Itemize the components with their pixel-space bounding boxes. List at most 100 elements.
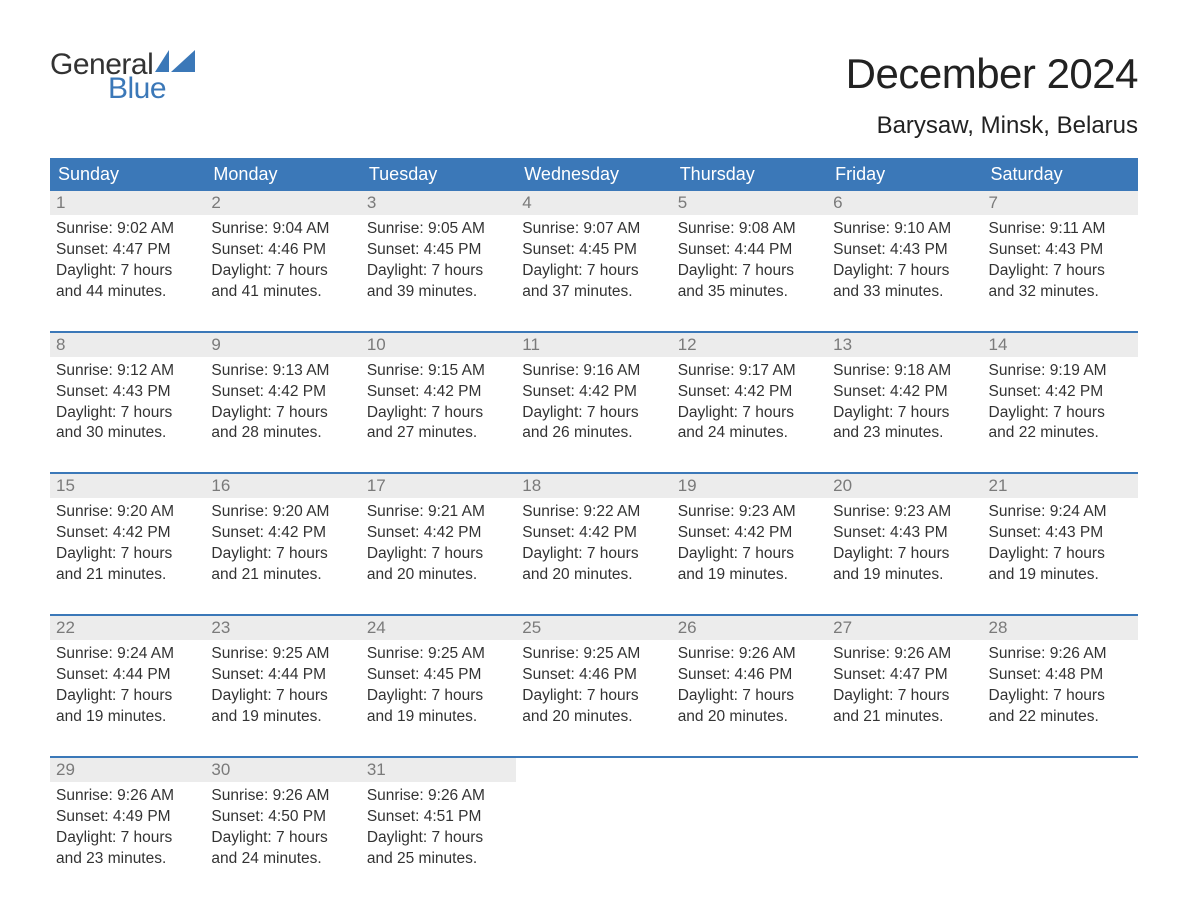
daylight-line: Daylight: 7 hours and 19 minutes. [367, 686, 510, 728]
calendar-cell: 29Sunrise: 9:26 AMSunset: 4:49 PMDayligh… [50, 758, 205, 870]
day-number: 19 [672, 474, 827, 498]
calendar-cell: 19Sunrise: 9:23 AMSunset: 4:42 PMDayligh… [672, 474, 827, 586]
calendar-cell: 27Sunrise: 9:26 AMSunset: 4:47 PMDayligh… [827, 616, 982, 728]
brand-word-blue: Blue [108, 74, 195, 104]
sunset-line: Sunset: 4:42 PM [989, 382, 1132, 403]
calendar-cell: 2Sunrise: 9:04 AMSunset: 4:46 PMDaylight… [205, 191, 360, 303]
sunset-line: Sunset: 4:42 PM [522, 523, 665, 544]
day-body: Sunrise: 9:26 AMSunset: 4:50 PMDaylight:… [205, 782, 360, 870]
calendar-week: 22Sunrise: 9:24 AMSunset: 4:44 PMDayligh… [50, 614, 1138, 728]
sunrise-line: Sunrise: 9:26 AM [56, 786, 199, 807]
day-number: 8 [50, 333, 205, 357]
calendar-cell: 21Sunrise: 9:24 AMSunset: 4:43 PMDayligh… [983, 474, 1138, 586]
calendar-cell: 6Sunrise: 9:10 AMSunset: 4:43 PMDaylight… [827, 191, 982, 303]
day-body: Sunrise: 9:12 AMSunset: 4:43 PMDaylight:… [50, 357, 205, 445]
daylight-line: Daylight: 7 hours and 20 minutes. [678, 686, 821, 728]
day-header-monday: Monday [205, 158, 360, 191]
sunrise-line: Sunrise: 9:20 AM [56, 502, 199, 523]
calendar-cell: 28Sunrise: 9:26 AMSunset: 4:48 PMDayligh… [983, 616, 1138, 728]
page-header: General Blue December 2024 Barysaw, Mins… [50, 50, 1138, 140]
sunset-line: Sunset: 4:42 PM [678, 382, 821, 403]
day-body: Sunrise: 9:18 AMSunset: 4:42 PMDaylight:… [827, 357, 982, 445]
sunset-line: Sunset: 4:43 PM [833, 523, 976, 544]
day-number: 3 [361, 191, 516, 215]
daylight-line: Daylight: 7 hours and 20 minutes. [522, 544, 665, 586]
day-body: Sunrise: 9:05 AMSunset: 4:45 PMDaylight:… [361, 215, 516, 303]
sunrise-line: Sunrise: 9:11 AM [989, 219, 1132, 240]
day-body: Sunrise: 9:13 AMSunset: 4:42 PMDaylight:… [205, 357, 360, 445]
calendar-week: 8Sunrise: 9:12 AMSunset: 4:43 PMDaylight… [50, 331, 1138, 445]
day-header-saturday: Saturday [983, 158, 1138, 191]
calendar-cell [672, 758, 827, 870]
sunset-line: Sunset: 4:44 PM [678, 240, 821, 261]
daylight-line: Daylight: 7 hours and 32 minutes. [989, 261, 1132, 303]
day-number: 13 [827, 333, 982, 357]
calendar-cell: 25Sunrise: 9:25 AMSunset: 4:46 PMDayligh… [516, 616, 671, 728]
day-body: Sunrise: 9:17 AMSunset: 4:42 PMDaylight:… [672, 357, 827, 445]
sunset-line: Sunset: 4:42 PM [678, 523, 821, 544]
day-body: Sunrise: 9:19 AMSunset: 4:42 PMDaylight:… [983, 357, 1138, 445]
calendar-cell: 17Sunrise: 9:21 AMSunset: 4:42 PMDayligh… [361, 474, 516, 586]
sunrise-line: Sunrise: 9:26 AM [833, 644, 976, 665]
day-number: 11 [516, 333, 671, 357]
daylight-line: Daylight: 7 hours and 19 minutes. [56, 686, 199, 728]
sunrise-line: Sunrise: 9:04 AM [211, 219, 354, 240]
calendar-cell: 20Sunrise: 9:23 AMSunset: 4:43 PMDayligh… [827, 474, 982, 586]
calendar-cell: 4Sunrise: 9:07 AMSunset: 4:45 PMDaylight… [516, 191, 671, 303]
day-number: 31 [361, 758, 516, 782]
day-body: Sunrise: 9:16 AMSunset: 4:42 PMDaylight:… [516, 357, 671, 445]
sunrise-line: Sunrise: 9:12 AM [56, 361, 199, 382]
sunrise-line: Sunrise: 9:20 AM [211, 502, 354, 523]
daylight-line: Daylight: 7 hours and 20 minutes. [522, 686, 665, 728]
daylight-line: Daylight: 7 hours and 22 minutes. [989, 403, 1132, 445]
sunrise-line: Sunrise: 9:08 AM [678, 219, 821, 240]
sunrise-line: Sunrise: 9:25 AM [211, 644, 354, 665]
sunrise-line: Sunrise: 9:23 AM [678, 502, 821, 523]
daylight-line: Daylight: 7 hours and 27 minutes. [367, 403, 510, 445]
daylight-line: Daylight: 7 hours and 23 minutes. [56, 828, 199, 870]
day-number: 18 [516, 474, 671, 498]
daylight-line: Daylight: 7 hours and 26 minutes. [522, 403, 665, 445]
day-body: Sunrise: 9:25 AMSunset: 4:46 PMDaylight:… [516, 640, 671, 728]
daylight-line: Daylight: 7 hours and 20 minutes. [367, 544, 510, 586]
daylight-line: Daylight: 7 hours and 19 minutes. [989, 544, 1132, 586]
sunset-line: Sunset: 4:42 PM [56, 523, 199, 544]
calendar: Sunday Monday Tuesday Wednesday Thursday… [50, 158, 1138, 869]
calendar-cell: 13Sunrise: 9:18 AMSunset: 4:42 PMDayligh… [827, 333, 982, 445]
day-number: 25 [516, 616, 671, 640]
day-number: 7 [983, 191, 1138, 215]
sunset-line: Sunset: 4:45 PM [367, 665, 510, 686]
calendar-cell: 3Sunrise: 9:05 AMSunset: 4:45 PMDaylight… [361, 191, 516, 303]
calendar-cell: 23Sunrise: 9:25 AMSunset: 4:44 PMDayligh… [205, 616, 360, 728]
daylight-line: Daylight: 7 hours and 41 minutes. [211, 261, 354, 303]
day-body: Sunrise: 9:24 AMSunset: 4:44 PMDaylight:… [50, 640, 205, 728]
sunrise-line: Sunrise: 9:24 AM [989, 502, 1132, 523]
day-number: 6 [827, 191, 982, 215]
day-number: 20 [827, 474, 982, 498]
day-body: Sunrise: 9:24 AMSunset: 4:43 PMDaylight:… [983, 498, 1138, 586]
sunset-line: Sunset: 4:46 PM [522, 665, 665, 686]
day-number: 23 [205, 616, 360, 640]
daylight-line: Daylight: 7 hours and 44 minutes. [56, 261, 199, 303]
day-number: 4 [516, 191, 671, 215]
calendar-cell: 5Sunrise: 9:08 AMSunset: 4:44 PMDaylight… [672, 191, 827, 303]
day-body: Sunrise: 9:25 AMSunset: 4:44 PMDaylight:… [205, 640, 360, 728]
day-number: 22 [50, 616, 205, 640]
sunrise-line: Sunrise: 9:15 AM [367, 361, 510, 382]
daylight-line: Daylight: 7 hours and 33 minutes. [833, 261, 976, 303]
calendar-cell: 24Sunrise: 9:25 AMSunset: 4:45 PMDayligh… [361, 616, 516, 728]
day-number: 26 [672, 616, 827, 640]
sunset-line: Sunset: 4:42 PM [367, 382, 510, 403]
sunset-line: Sunset: 4:45 PM [367, 240, 510, 261]
location-text: Barysaw, Minsk, Belarus [846, 112, 1138, 140]
day-number: 17 [361, 474, 516, 498]
sunrise-line: Sunrise: 9:26 AM [989, 644, 1132, 665]
sunset-line: Sunset: 4:43 PM [989, 523, 1132, 544]
day-header-row: Sunday Monday Tuesday Wednesday Thursday… [50, 158, 1138, 191]
sunrise-line: Sunrise: 9:26 AM [678, 644, 821, 665]
sunset-line: Sunset: 4:44 PM [211, 665, 354, 686]
sunrise-line: Sunrise: 9:24 AM [56, 644, 199, 665]
sunrise-line: Sunrise: 9:05 AM [367, 219, 510, 240]
sunset-line: Sunset: 4:42 PM [522, 382, 665, 403]
sunset-line: Sunset: 4:47 PM [56, 240, 199, 261]
